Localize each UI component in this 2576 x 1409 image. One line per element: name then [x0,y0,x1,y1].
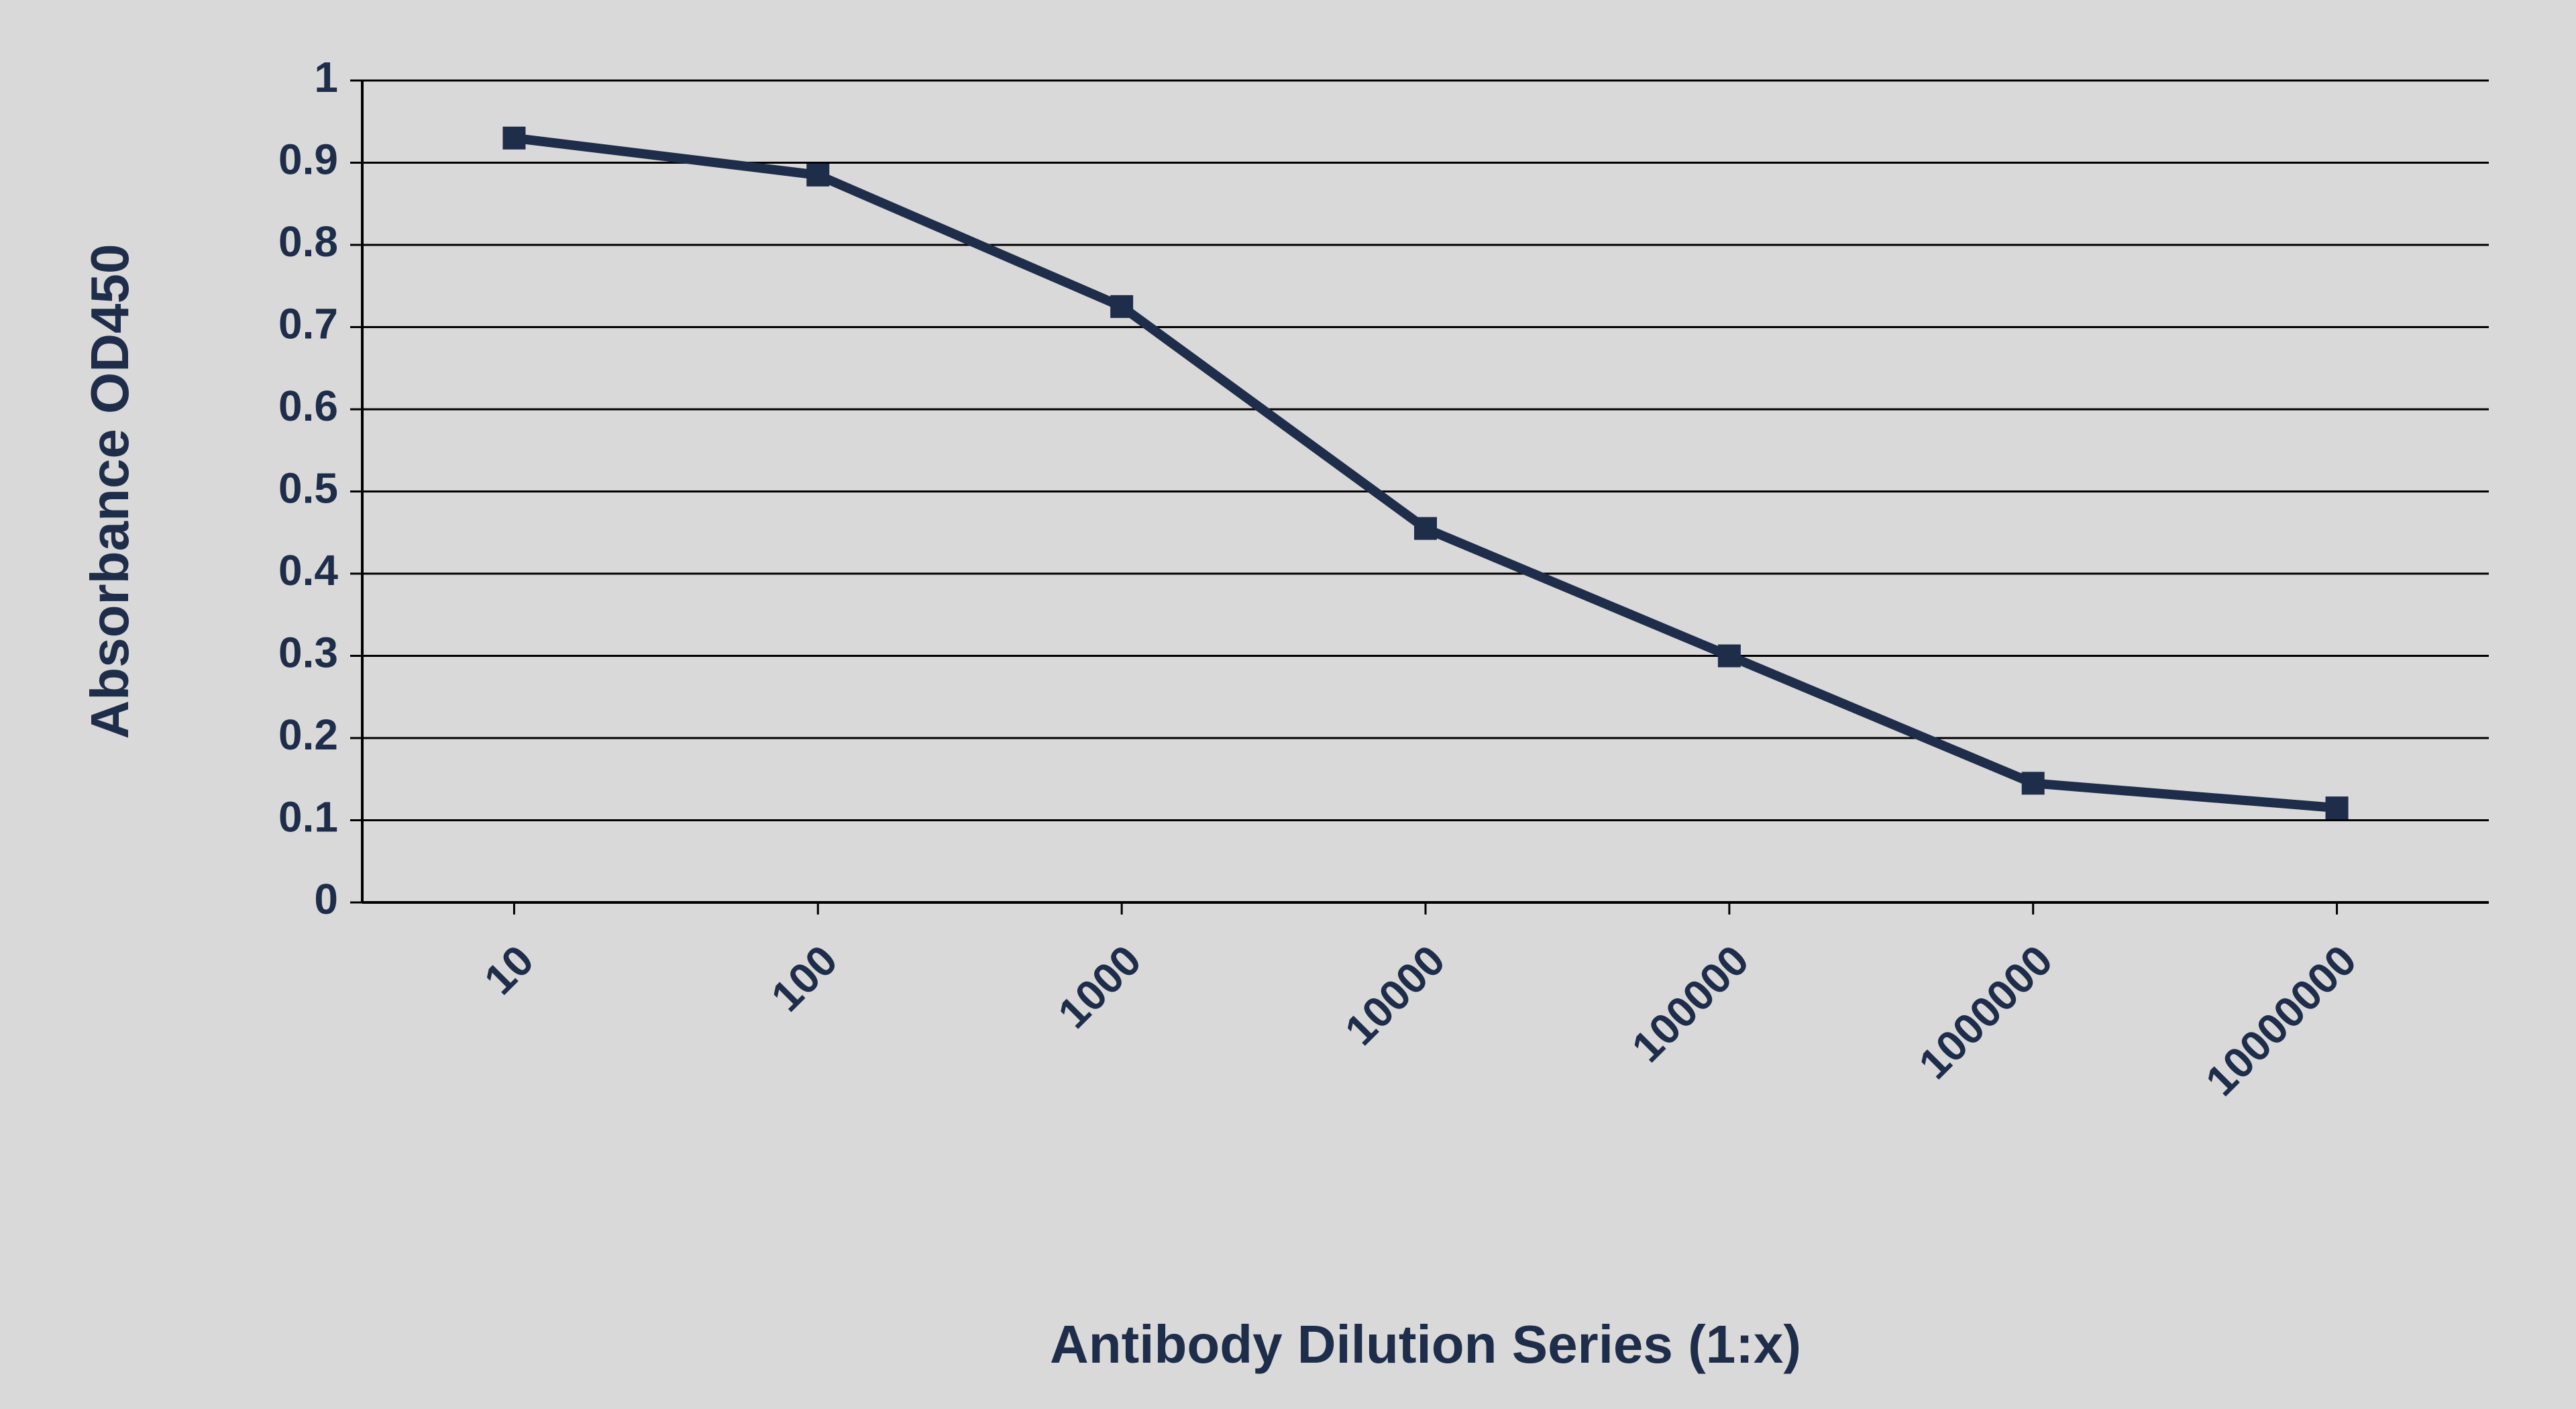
y-tick-label: 0.3 [278,628,338,676]
dilution-chart: 0 0.1 0.2 0.3 0.4 0.5 0.6 0.7 0.8 0.9 1 10 100 1000 10… [0,0,2576,1409]
y-tick-label: 0.6 [278,382,338,430]
data-marker [806,164,829,187]
x-tick-label: 10 [475,936,543,1004]
y-tick-label: 1 [314,53,338,101]
y-tick-label: 0.2 [278,711,338,759]
x-axis-label: Antibody Dilution Series (1:x) [1050,1314,1801,1374]
x-tick-label: 1000 [1049,936,1150,1038]
x-tick-label: 100 [762,936,847,1021]
x-tick-label: 100000 [1623,936,1758,1072]
y-tick-label: 0.1 [278,792,338,841]
y-tick-label: 0.4 [278,546,338,594]
y-axis-label: Absorbance OD450 [80,244,140,739]
y-tick-label: 0.5 [278,464,338,512]
data-marker [1414,517,1437,540]
y-tick-label: 0.8 [278,217,338,266]
x-tick-label: 1000000 [1909,936,2061,1088]
data-marker [1718,645,1741,668]
x-tick-label: 10000000 [2196,936,2365,1105]
data-marker [1110,295,1133,318]
data-marker [2326,796,2349,819]
x-tick-label: 10000 [1336,936,1454,1055]
y-tick-label: 0.9 [278,135,338,183]
chart-svg: 0 0.1 0.2 0.3 0.4 0.5 0.6 0.7 0.8 0.9 1 10 100 1000 10… [0,0,2576,1409]
y-tick-label: 0.7 [278,299,338,348]
data-marker [502,127,525,150]
y-tick-label: 0 [314,875,338,923]
data-marker [2022,772,2045,794]
